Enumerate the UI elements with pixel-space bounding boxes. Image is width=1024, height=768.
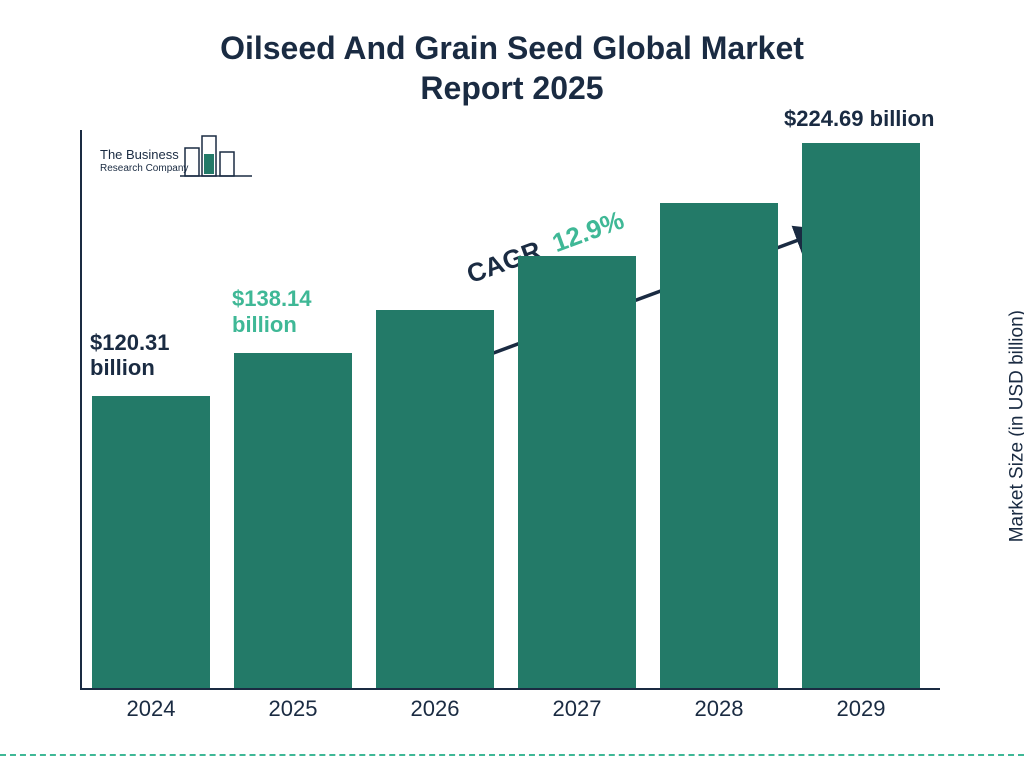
bar xyxy=(234,353,352,688)
x-axis-label: 2024 xyxy=(91,696,211,722)
x-axis-label: 2028 xyxy=(659,696,779,722)
bar-chart: CAGR 12.9% 202420252026202720282029$120.… xyxy=(80,130,940,690)
x-axis-label: 2025 xyxy=(233,696,353,722)
bar xyxy=(660,203,778,688)
bar xyxy=(92,396,210,688)
y-axis xyxy=(80,130,82,690)
title-line2: Report 2025 xyxy=(420,70,603,106)
value-label: $224.69 billion xyxy=(784,106,934,131)
bar xyxy=(802,143,920,688)
bar xyxy=(518,256,636,688)
x-axis-label: 2027 xyxy=(517,696,637,722)
value-label: $120.31billion xyxy=(90,330,170,381)
bar xyxy=(376,310,494,688)
chart-title: Oilseed And Grain Seed Global Market Rep… xyxy=(0,28,1024,108)
footer-dashed-line xyxy=(0,754,1024,756)
title-line1: Oilseed And Grain Seed Global Market xyxy=(220,30,804,66)
x-axis-label: 2026 xyxy=(375,696,495,722)
y-axis-title: Market Size (in USD billion) xyxy=(1006,310,1024,542)
x-axis-label: 2029 xyxy=(801,696,921,722)
x-axis xyxy=(80,688,940,690)
value-label: $138.14billion xyxy=(232,286,312,337)
